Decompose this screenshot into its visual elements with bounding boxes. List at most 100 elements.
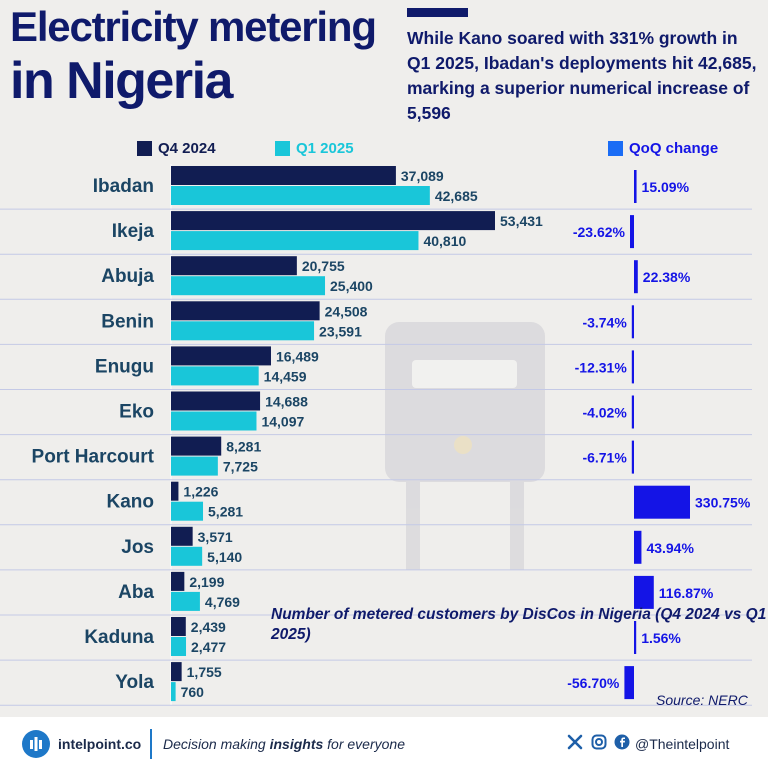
- subtitle: While Kano soared with 331% growth in Q1…: [407, 28, 757, 123]
- bar-qoq-kaduna: [634, 621, 637, 654]
- page-title: Electricity metering in Nigeria: [10, 2, 377, 110]
- legend-q4: Q4 2024: [137, 139, 216, 157]
- tagline-bold: insights: [269, 736, 324, 752]
- instagram-icon[interactable]: [591, 734, 607, 750]
- footer-divider: [150, 729, 152, 759]
- source-note: Source: NERC: [656, 692, 748, 708]
- value-label-q1-jos: 5,140: [207, 549, 242, 565]
- bar-q1-2025-eko: [171, 411, 257, 431]
- bar-q4-2024-ikeja: [171, 211, 495, 231]
- tagline-pre: Decision making: [163, 736, 270, 752]
- legend-q4-label: Q4 2024: [158, 139, 216, 157]
- category-label-port-harcourt: Port Harcourt: [32, 447, 155, 468]
- value-label-q1-ikeja: 40,810: [423, 233, 466, 249]
- bar-q4-2024-port-harcourt: [171, 436, 222, 456]
- bar-qoq-yola: [624, 666, 634, 700]
- value-label-q1-benin: 23,591: [319, 323, 362, 339]
- value-label-q1-eko: 14,097: [261, 414, 304, 430]
- bar-q1-2025-ikeja: [171, 231, 419, 251]
- bar-qoq-jos: [634, 530, 642, 564]
- legend-q4-swatch: [137, 140, 152, 156]
- legend-qoq-swatch: [608, 140, 623, 156]
- legend-qoq: QoQ change: [608, 139, 718, 157]
- value-label-qoq-eko: -4.02%: [582, 405, 627, 421]
- bar-q1-2025-port-harcourt: [171, 456, 218, 476]
- social-handle[interactable]: @Theintelpoint: [635, 736, 730, 752]
- value-label-q4-eko: 14,688: [265, 394, 308, 410]
- bar-q4-2024-ibadan: [171, 166, 396, 185]
- bar-q4-2024-benin: [171, 301, 320, 321]
- value-label-q1-abuja: 25,400: [330, 278, 373, 294]
- tagline-post: for everyone: [323, 736, 405, 752]
- brand-name[interactable]: intelpoint.co: [58, 736, 142, 752]
- bar-qoq-port-harcourt: [631, 440, 634, 474]
- bar-q1-2025-jos: [171, 546, 203, 566]
- bar-qoq-benin: [631, 305, 634, 339]
- value-label-qoq-ikeja: -23.62%: [573, 224, 626, 240]
- bar-q1-2025-abuja: [171, 276, 326, 296]
- chart-labels: Ibadan 37,089 42,685 15.09% Ikeja 53,431 40,81…: [32, 168, 751, 700]
- legend-qoq-label: QoQ change: [629, 139, 719, 157]
- bar-q1-2025-benin: [171, 321, 315, 341]
- value-label-qoq-benin: -3.74%: [582, 314, 627, 330]
- intelpoint-logo-icon: [22, 730, 50, 758]
- bar-q4-2024-enugu: [171, 346, 271, 366]
- value-label-q1-ibadan: 42,685: [435, 188, 478, 204]
- chart-bars: [171, 166, 690, 702]
- category-label-ibadan: Ibadan: [93, 176, 154, 197]
- bar-qoq-abuja: [634, 260, 638, 294]
- legend-q1: Q1 2025: [275, 139, 354, 157]
- value-label-qoq-abuja: 22.38%: [643, 269, 691, 285]
- bar-q4-2024-eko: [171, 391, 261, 411]
- chart-annotation: Number of metered customers by DisCos in…: [271, 606, 767, 643]
- accent-bar: [407, 8, 468, 17]
- row-dividers: [0, 164, 752, 706]
- bar-q1-2025-kaduna: [171, 637, 187, 656]
- facebook-icon[interactable]: [614, 734, 630, 750]
- value-label-q4-aba: 2,199: [189, 574, 224, 590]
- title-line-2: in Nigeria: [10, 52, 233, 110]
- tagline: Decision making insights for everyone: [163, 736, 405, 752]
- value-label-qoq-yola: -56.70%: [567, 675, 620, 691]
- value-label-q4-abuja: 20,755: [302, 258, 345, 274]
- value-label-qoq-port-harcourt: -6.71%: [582, 450, 627, 466]
- bar-q1-2025-enugu: [171, 366, 259, 386]
- value-label-q1-aba: 4,769: [205, 594, 240, 610]
- bar-q1-2025-kano: [171, 501, 204, 521]
- title-line-1: Electricity metering: [10, 3, 377, 50]
- category-label-yola: Yola: [115, 672, 154, 693]
- category-label-aba: Aba: [118, 582, 154, 603]
- value-label-q4-kaduna: 2,439: [191, 619, 226, 635]
- value-label-q4-ibadan: 37,089: [401, 168, 444, 184]
- value-label-q4-port-harcourt: 8,281: [226, 439, 261, 455]
- category-label-kano: Kano: [107, 492, 155, 513]
- value-label-q4-jos: 3,571: [198, 529, 233, 545]
- value-label-q4-ikeja: 53,431: [500, 213, 543, 229]
- value-label-qoq-jos: 43.94%: [646, 540, 694, 556]
- bar-q4-2024-kano: [171, 481, 179, 501]
- value-label-q4-kano: 1,226: [183, 484, 218, 500]
- category-label-ikeja: Ikeja: [112, 221, 155, 242]
- value-label-q1-enugu: 14,459: [264, 368, 307, 384]
- bar-q4-2024-yola: [171, 662, 182, 682]
- category-label-kaduna: Kaduna: [84, 627, 154, 648]
- value-label-qoq-aba: 116.87%: [659, 585, 714, 601]
- bar-q1-2025-yola: [171, 682, 176, 702]
- category-label-benin: Benin: [101, 311, 154, 332]
- value-label-qoq-enugu: -12.31%: [575, 359, 628, 375]
- category-label-enugu: Enugu: [95, 356, 154, 377]
- bar-qoq-enugu: [631, 350, 634, 384]
- value-label-q4-benin: 24,508: [325, 303, 368, 319]
- value-label-q4-enugu: 16,489: [276, 348, 319, 364]
- legend-q1-label: Q1 2025: [296, 139, 354, 157]
- value-label-qoq-kaduna: 1.56%: [641, 630, 681, 646]
- legend-q1-swatch: [275, 140, 290, 156]
- value-label-qoq-kano: 330.75%: [695, 495, 751, 511]
- bar-q1-2025-ibadan: [171, 186, 430, 205]
- bar-q4-2024-aba: [171, 571, 185, 591]
- value-label-q1-yola: 760: [181, 684, 205, 700]
- bar-qoq-ibadan: [634, 170, 637, 203]
- x-icon[interactable]: [567, 734, 583, 750]
- footer: intelpoint.co Decision making insights f…: [0, 717, 768, 768]
